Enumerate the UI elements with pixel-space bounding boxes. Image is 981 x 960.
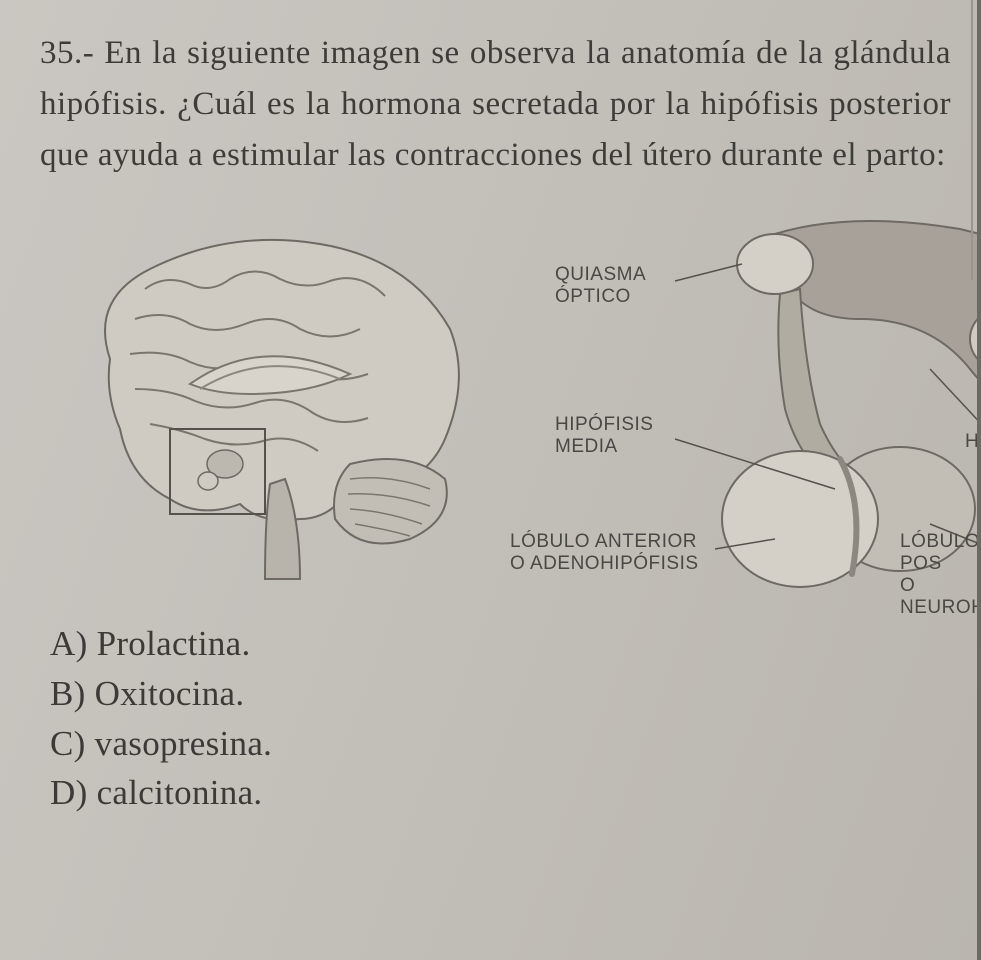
page-edge-line: [971, 0, 973, 280]
option-a: A) Prolactina.: [50, 619, 961, 669]
pituitary-illustration: QUIASMA ÓPTICO HIPÓFISIS MEDIA LÓBULO AN…: [500, 209, 981, 609]
question-number: 35.-: [40, 35, 94, 71]
label-line: QUIASMA: [555, 264, 646, 285]
question-body: En la siguiente imagen se observa la ana…: [40, 35, 951, 173]
label-line: HIPÓFISIS: [555, 414, 653, 435]
label-quiasma-optico: QUIASMA ÓPTICO: [555, 264, 646, 308]
label-hipofisis-media: HIPÓFISIS MEDIA: [555, 414, 653, 458]
page: 35.- En la siguiente imagen se observa l…: [0, 0, 981, 960]
label-lobulo-posterior: LÓBULO POS O NEUROHIP: [900, 531, 981, 618]
label-line: O ADENOHIPÓFISIS: [510, 553, 699, 574]
answer-options: A) Prolactina. B) Oxitocina. C) vasopres…: [40, 619, 961, 818]
question-text: 35.- En la siguiente imagen se observa l…: [40, 28, 961, 181]
brain-svg: [50, 219, 480, 589]
option-c: C) vasopresina.: [50, 719, 961, 769]
label-line: O NEUROHIP: [900, 575, 981, 618]
page-edge-shadow: [977, 0, 981, 960]
option-b: B) Oxitocina.: [50, 669, 961, 719]
label-lobulo-anterior: LÓBULO ANTERIOR O ADENOHIPÓFISIS: [510, 531, 699, 575]
option-d: D) calcitonina.: [50, 768, 961, 818]
brain-illustration: [50, 219, 480, 589]
label-line: ÓPTICO: [555, 286, 631, 307]
label-line: MEDIA: [555, 436, 618, 457]
label-line: LÓBULO POS: [900, 531, 980, 574]
figure-row: QUIASMA ÓPTICO HIPÓFISIS MEDIA LÓBULO AN…: [40, 199, 961, 609]
label-line: LÓBULO ANTERIOR: [510, 531, 697, 552]
